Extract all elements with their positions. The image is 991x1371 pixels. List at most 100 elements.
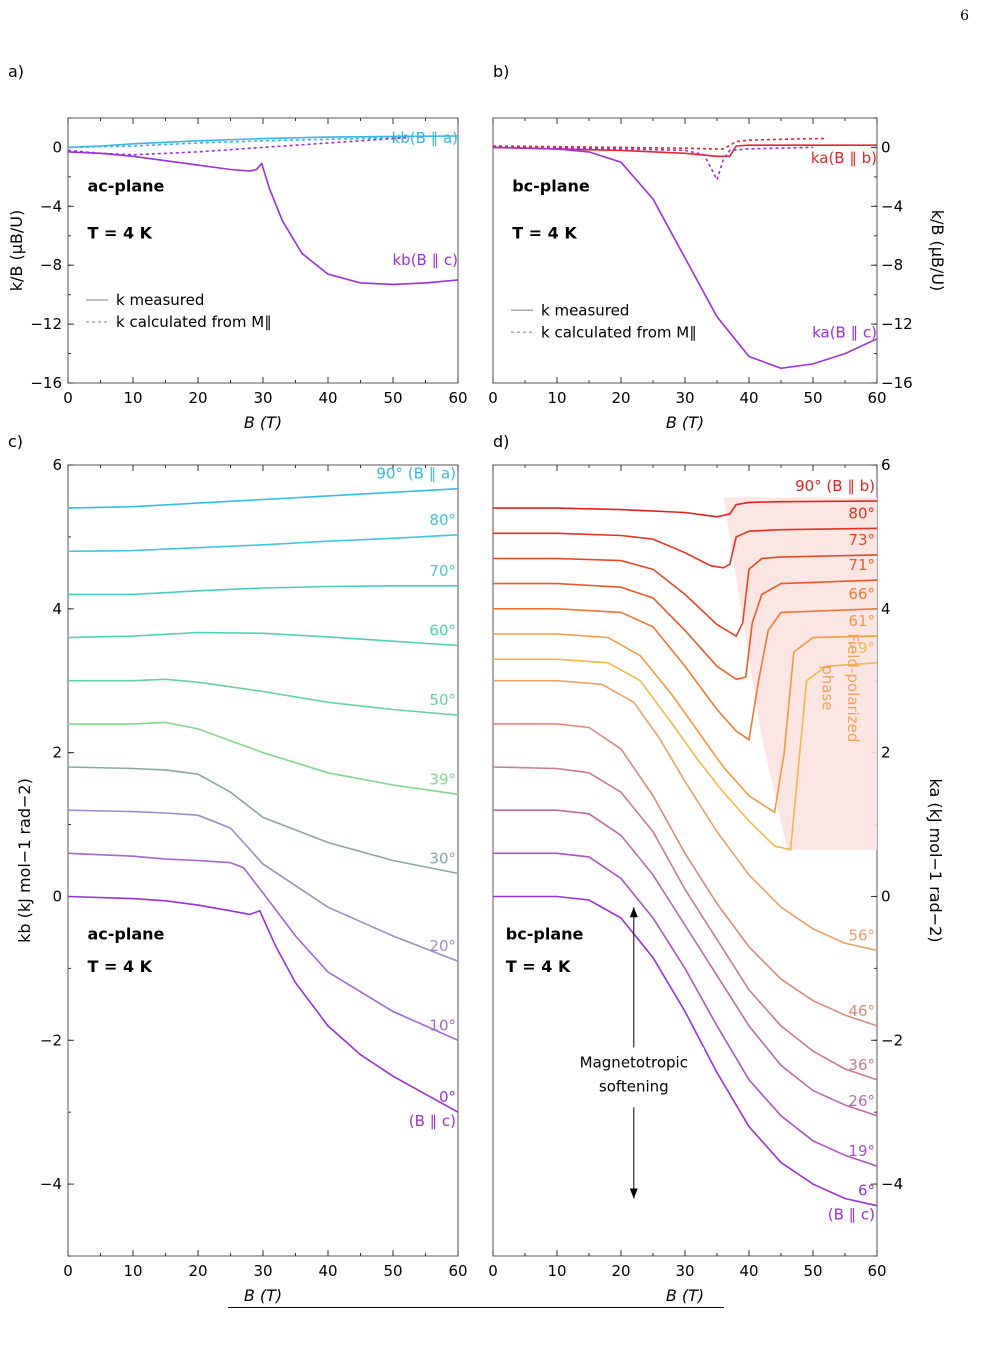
- plot-frame: [67, 464, 459, 1257]
- series-label: kb(B ∥ a): [392, 129, 458, 147]
- x-tick-label: 50: [383, 389, 402, 407]
- series-label: 90° (B ∥ b): [795, 477, 875, 495]
- series-label: 90° (B ∥ a): [376, 465, 456, 483]
- annotation: T = 4 K: [88, 224, 153, 243]
- annotation: T = 4 K: [512, 224, 577, 243]
- series-line: [492, 146, 814, 182]
- y-axis-label: k/B (μB/U): [7, 210, 26, 291]
- series-label: (B ∥ c): [828, 1206, 875, 1224]
- x-tick-label: 30: [675, 389, 694, 407]
- series-line: [493, 895, 878, 1207]
- x-axis-label: B (T): [666, 1286, 704, 1305]
- y-tick-label: 0: [881, 887, 891, 905]
- softening-label: Magnetotropic: [580, 1053, 688, 1071]
- series-line: [67, 809, 459, 962]
- x-tick-label: 40: [318, 1262, 337, 1280]
- y-tick-label: −4: [881, 1175, 903, 1193]
- y-tick-label: −8: [40, 256, 62, 274]
- series-line: [68, 585, 458, 596]
- y-tick-label: −16: [30, 374, 62, 392]
- x-tick-label: 50: [803, 1262, 822, 1280]
- x-tick-label: 30: [253, 389, 272, 407]
- arrow-head-down: [629, 1188, 638, 1199]
- series-label: 61°: [848, 612, 875, 630]
- y-tick-label: 4: [52, 600, 62, 618]
- series-line: [67, 895, 459, 1113]
- panel-2: b) 0 10 20 30 40 50 60 B (T) 0 −4 −8 −12 −16 k/B (μB/U…: [488, 62, 947, 432]
- series-line: [493, 527, 878, 569]
- series-line: [493, 679, 878, 952]
- softening-label: softening: [599, 1077, 669, 1095]
- series-label: kb(B ∥ c): [393, 251, 459, 269]
- series-label: 0°: [439, 1088, 456, 1106]
- series-line: [492, 144, 877, 158]
- series-line: [67, 766, 459, 875]
- x-axis-label: B (T): [244, 1286, 282, 1305]
- y-tick-label: −8: [881, 256, 903, 274]
- x-axis-label: B (T): [244, 413, 282, 432]
- series-label: 60°: [429, 621, 456, 639]
- field-polarized-label: phase: [819, 665, 837, 710]
- x-axis-label: B (T): [666, 413, 704, 432]
- annotation: ac-plane: [88, 925, 165, 944]
- y-tick-label: 2: [52, 744, 62, 762]
- series-line: [493, 579, 878, 681]
- y-tick-label: 0: [52, 138, 62, 156]
- x-tick-label: 20: [611, 1262, 630, 1280]
- panel-letter: c): [8, 432, 23, 451]
- series-line: [493, 500, 878, 518]
- x-tick-label: 50: [803, 389, 822, 407]
- field-polarized-label: Field-polarized: [844, 633, 862, 742]
- x-tick-label: 40: [739, 389, 758, 407]
- series-line: [67, 137, 407, 156]
- x-tick-label: 40: [318, 389, 337, 407]
- series-label: 73°: [848, 531, 875, 549]
- x-tick-label: 60: [448, 1262, 467, 1280]
- series-line: [493, 809, 878, 1117]
- series-label: 39°: [429, 770, 456, 788]
- panel-1: a) 0 10 20 30 40 50 60 B (T) 0 −4 −8 −12 −16 k/B (μB/U…: [7, 62, 468, 432]
- series-label: 36°: [848, 1056, 875, 1074]
- y-tick-label: −4: [40, 197, 62, 215]
- x-tick-label: 0: [63, 389, 73, 407]
- series-line: [67, 534, 459, 553]
- field-polarized-region: [723, 497, 877, 850]
- series-label: 71°: [848, 556, 875, 574]
- x-tick-label: 20: [611, 389, 630, 407]
- series-label: ka(B ∥ c): [812, 323, 877, 341]
- series-label: 59°: [848, 639, 875, 657]
- series-line: [493, 554, 878, 638]
- series-line: [493, 852, 878, 1167]
- y-tick-label: 0: [881, 138, 891, 156]
- y-tick-label: 0: [52, 887, 62, 905]
- series-label: 26°: [848, 1092, 875, 1110]
- series-label: 50°: [429, 691, 456, 709]
- y-tick-label: −2: [881, 1031, 903, 1049]
- series-label: 70°: [429, 562, 456, 580]
- x-tick-label: 40: [739, 1262, 758, 1280]
- x-tick-label: 20: [188, 389, 207, 407]
- series-label: 80°: [848, 504, 875, 522]
- annotation: T = 4 K: [88, 957, 153, 976]
- x-tick-label: 10: [547, 1262, 566, 1280]
- series-label: 19°: [848, 1142, 875, 1160]
- y-tick-label: 4: [881, 600, 891, 618]
- y-tick-label: 6: [881, 456, 891, 474]
- annotation: ac-plane: [88, 177, 165, 196]
- series-line: [68, 678, 459, 716]
- x-tick-label: 10: [123, 389, 142, 407]
- series-line: [492, 137, 826, 150]
- x-tick-label: 20: [188, 1262, 207, 1280]
- y-tick-label: −12: [30, 315, 62, 333]
- y-tick-label: −4: [40, 1175, 62, 1193]
- footer-rule: [228, 1307, 724, 1308]
- y-axis-label: ka (kJ mol−1 rad−2): [926, 778, 945, 942]
- annotation: bc-plane: [506, 925, 584, 944]
- series-line: [67, 852, 459, 1042]
- series-line: [493, 633, 878, 814]
- series-label: ka(B ∥ b): [811, 149, 877, 167]
- series-line: [67, 151, 459, 286]
- page-number: 6: [960, 8, 969, 24]
